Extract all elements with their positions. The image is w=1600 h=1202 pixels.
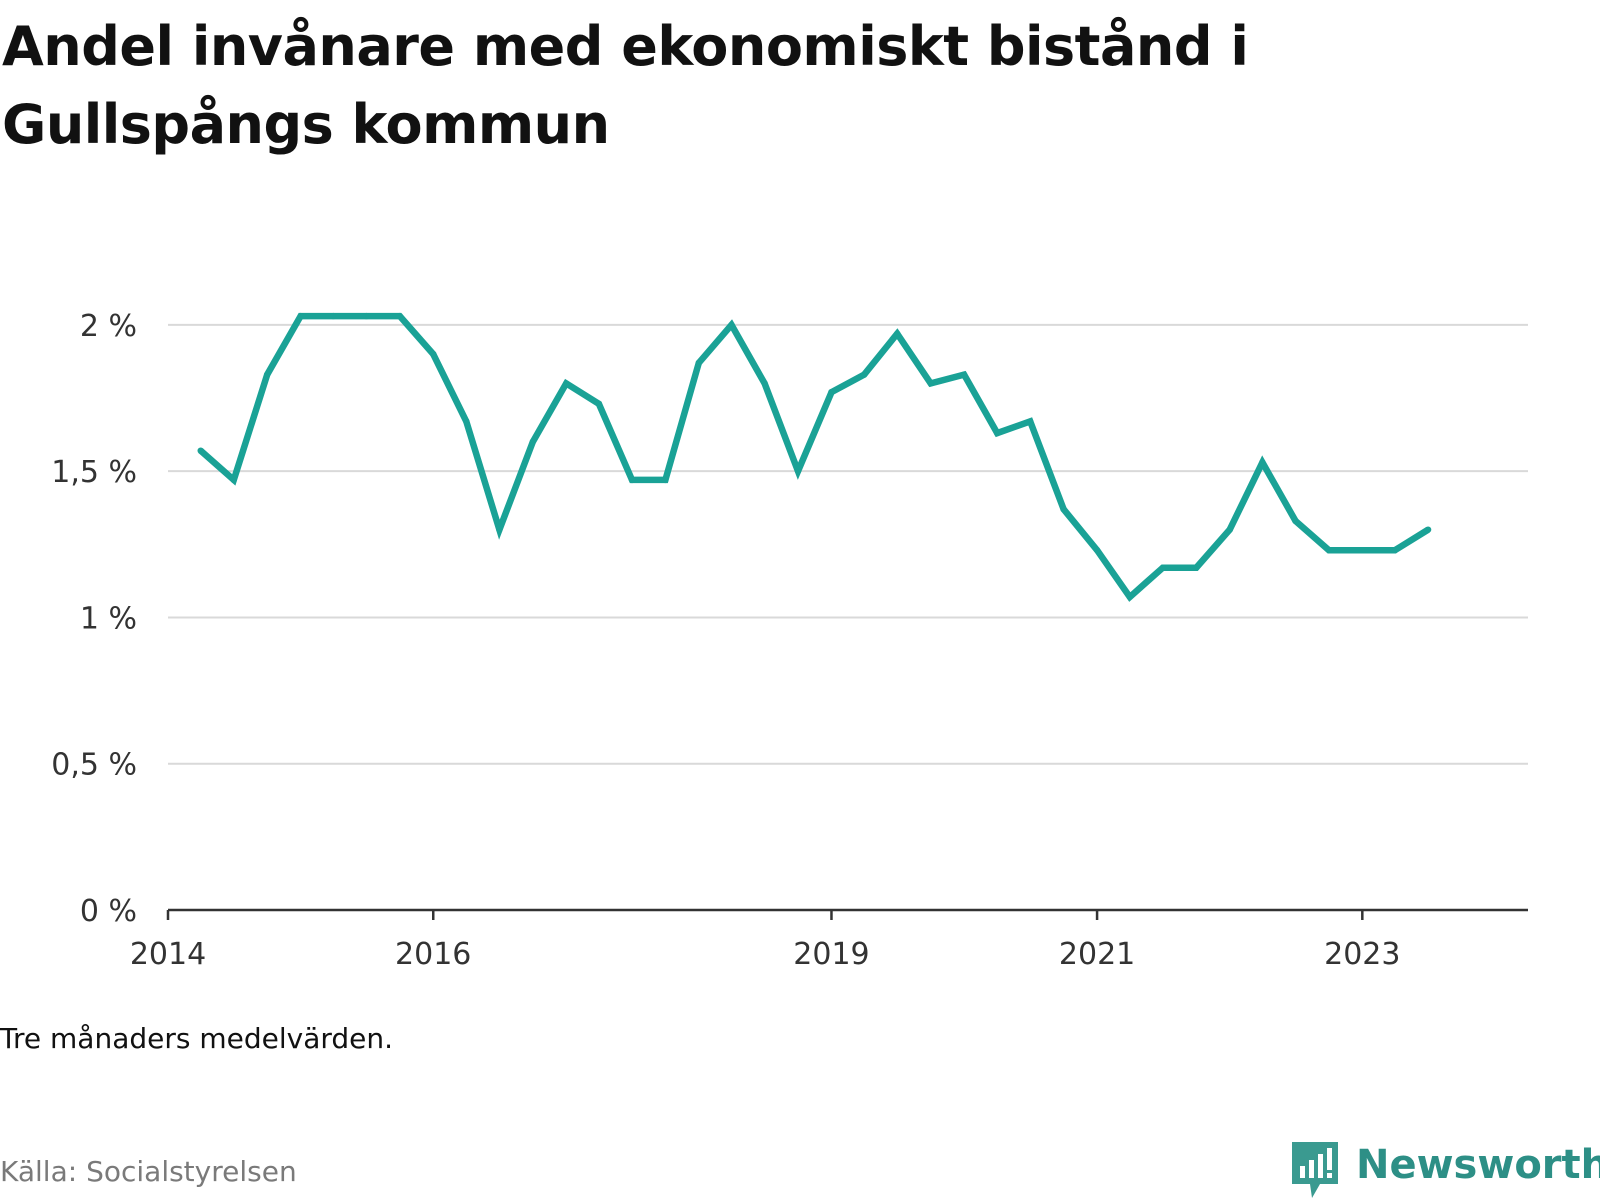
- data-point: [263, 371, 271, 378]
- x-tick-label: 2016: [395, 937, 471, 972]
- data-point: [1193, 564, 1200, 571]
- data-point: [1226, 526, 1233, 533]
- data-point: [1325, 546, 1333, 554]
- data-point: [595, 400, 603, 408]
- data-point: [960, 371, 968, 378]
- chart-title: Andel invånare med ekonomiskt bistånd i …: [2, 15, 1249, 156]
- data-point: [463, 418, 470, 425]
- newsworthy-logo-icon: [1292, 1142, 1338, 1198]
- data-point: [297, 312, 304, 320]
- data-point: [695, 359, 703, 367]
- data-point: [197, 447, 204, 454]
- chart-note: Tre månaders medelvärden.: [0, 1022, 394, 1055]
- x-axis-ticks: 2014 2016 2019 2021 2023: [130, 910, 1400, 972]
- data-point: [993, 429, 1001, 437]
- data-point: [1060, 505, 1067, 513]
- data-point: [430, 350, 437, 358]
- data-point: [828, 388, 835, 396]
- data-point: [363, 312, 370, 320]
- y-tick-label: 1 %: [80, 601, 137, 636]
- data-point: [1027, 418, 1034, 425]
- data-point: [1126, 593, 1133, 601]
- data-point: [1159, 564, 1167, 571]
- x-tick-label: 2019: [793, 937, 869, 972]
- y-tick-label: 2 %: [80, 309, 137, 344]
- data-point: [529, 438, 536, 446]
- data-point: [1359, 546, 1366, 554]
- brand-name: Newsworthy: [1356, 1142, 1600, 1188]
- data-point: [728, 321, 735, 329]
- data-point: [794, 467, 802, 475]
- data-point: [563, 380, 570, 387]
- data-point: [1093, 546, 1101, 554]
- data-point: [894, 330, 901, 337]
- series-line: [198, 312, 1430, 602]
- x-tick-label: 2021: [1059, 937, 1135, 972]
- data-point: [1259, 459, 1266, 466]
- source-credit: Källa: Socialstyrelsen: [0, 1155, 297, 1188]
- data-point: [927, 380, 934, 387]
- x-tick-label: 2014: [130, 937, 206, 972]
- y-tick-label: 0,5 %: [51, 748, 137, 783]
- line-chart: 0 % 0,5 % 1 % 1,5 % 2 % 2014 2016 2019 2021 2023: [51, 309, 1528, 972]
- data-point: [761, 380, 768, 387]
- y-tick-label: 0 %: [80, 894, 137, 929]
- data-point: [1292, 517, 1299, 525]
- data-point: [1424, 526, 1432, 533]
- data-point: [1391, 546, 1399, 554]
- y-tick-label: 1,5 %: [51, 455, 137, 490]
- data-point: [496, 526, 503, 533]
- x-tick-label: 2023: [1324, 937, 1400, 972]
- series-layer: [197, 312, 1432, 602]
- data-point: [662, 476, 669, 484]
- data-point: [396, 312, 404, 320]
- data-point: [230, 476, 237, 484]
- data-point: [628, 476, 636, 484]
- grid-lines: [168, 323, 1528, 765]
- brand-logo: Newsworthy: [1290, 1140, 1600, 1202]
- data-point: [330, 312, 337, 320]
- y-axis-tick-labels: 0 % 0,5 % 1 % 1,5 % 2 %: [51, 309, 137, 929]
- data-point: [860, 371, 868, 378]
